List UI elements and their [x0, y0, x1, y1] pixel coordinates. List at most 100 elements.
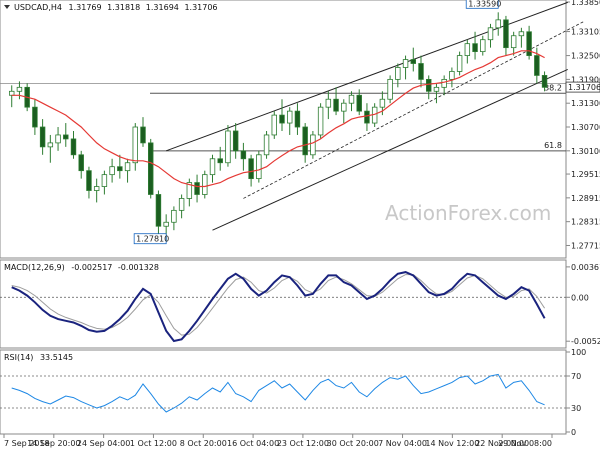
candle-body — [47, 142, 54, 148]
rsi-tick-label: 0 — [571, 428, 576, 437]
candle-body — [472, 43, 478, 53]
candle-body — [155, 194, 162, 227]
macd-title: MACD(12,26,9) -0.002517 -0.001328 — [4, 263, 159, 272]
candle-body — [248, 158, 254, 180]
candle-body — [63, 134, 69, 140]
channel-lower — [212, 69, 568, 231]
candle-body — [39, 126, 46, 148]
candle-body — [325, 98, 332, 108]
candle-body — [171, 209, 177, 223]
candle-body — [209, 158, 216, 176]
last-price-box — [565, 81, 600, 93]
dropdown-icon[interactable] — [4, 5, 10, 9]
candle-body — [271, 114, 277, 136]
candle-body — [317, 106, 324, 136]
fib-label: 61.8 — [544, 141, 562, 150]
price-tick-label: 1.32500 — [571, 52, 600, 61]
candle-body — [480, 39, 486, 53]
candle-body — [364, 110, 370, 124]
x-tick-label: 7 Nov 04:00 — [378, 439, 427, 448]
candle-body — [140, 126, 146, 144]
candle-body — [310, 134, 316, 156]
price-title: USDCAD,H4 1.31769 1.31818 1.31694 1.3170… — [14, 3, 218, 12]
macd-panel — [0, 259, 567, 349]
macd-tick-label: 0.00 — [571, 293, 589, 302]
candle-body — [16, 86, 23, 92]
candle-body — [503, 19, 509, 49]
x-tick-label: 1 Oct 12:00 — [130, 439, 177, 448]
candle-body — [526, 31, 532, 56]
candle-body — [225, 130, 231, 164]
candle-body — [456, 55, 463, 72]
candle-body — [93, 186, 100, 191]
candle-body — [217, 158, 223, 164]
moving-average-line — [11, 50, 545, 188]
channel-mid — [243, 21, 584, 199]
candle-body — [341, 102, 347, 112]
candle-body — [124, 162, 131, 172]
rsi-tick-label: 30 — [571, 404, 581, 413]
price-layer: 1.33850 1.33105 1.32500 1.31900 1.31300 1.307… — [0, 0, 600, 250]
macd-tick-label: 0.003618 — [571, 263, 600, 272]
rsi-panel — [0, 349, 567, 435]
candle-body — [333, 98, 339, 112]
candle-body — [518, 31, 525, 37]
x-tick-label: 16 Oct 04:00 — [227, 439, 279, 448]
candle-body — [232, 130, 239, 152]
candle-body — [395, 67, 401, 80]
candle-body — [178, 198, 185, 211]
candle-body — [441, 78, 447, 88]
candle-body — [410, 59, 416, 64]
candle-body — [495, 19, 501, 29]
rsi-layer: 100 70 30 0 — [0, 348, 586, 437]
x-tick-label: 29 Nov 08:00 — [498, 439, 552, 448]
candle-body — [534, 55, 540, 76]
candle-body — [433, 86, 440, 92]
watermark: ActionForex.com — [385, 201, 551, 225]
candle-body — [418, 63, 424, 80]
price-tick-label: 1.27715 — [571, 241, 600, 250]
candle-body — [348, 94, 355, 104]
candle-body — [279, 114, 285, 124]
price-tick-label: 1.29515 — [571, 170, 600, 179]
candle-body — [541, 75, 548, 88]
price-tick-label: 1.28315 — [571, 218, 600, 227]
x-tick-label: 23 Oct 12:00 — [277, 439, 329, 448]
macd-layer: 0.003618 0.00 -0.005229 — [0, 263, 600, 346]
candle-body — [132, 126, 138, 164]
candle-body — [294, 110, 301, 128]
x-tick-label: 22 Nov 00:00 — [475, 439, 529, 448]
candle-body — [356, 94, 362, 112]
candle-body — [240, 150, 247, 160]
price-tick-label: 1.33850 — [571, 0, 600, 7]
price-tick-label: 1.30700 — [571, 123, 600, 132]
price-tick-label: 1.31900 — [571, 75, 600, 84]
rsi-line — [11, 373, 545, 413]
price-panel — [0, 0, 567, 259]
candle-body — [148, 142, 154, 195]
price-tick-label: 1.31300 — [571, 99, 600, 108]
candle-body — [263, 134, 270, 156]
price-tick-label: 1.28915 — [571, 194, 600, 203]
candle-body — [510, 35, 517, 49]
candle-body — [487, 27, 494, 41]
macd-line — [11, 271, 546, 343]
candle-body — [464, 43, 471, 56]
candle-body — [194, 182, 200, 195]
fib-label: 38.2 — [544, 83, 562, 92]
price-tick-label: 1.33105 — [571, 28, 600, 37]
price-annotation: 1.27810 — [136, 235, 169, 244]
rsi-title: RSI(14) 33.5145 — [4, 353, 73, 362]
price-tick-label: 1.30100 — [571, 147, 600, 156]
candle-body — [70, 138, 77, 156]
candle-body — [78, 154, 84, 172]
last-price-label: 1.31706 — [568, 83, 600, 92]
candle-body — [202, 174, 208, 195]
x-tick-label: 14 Sep 20:00 — [27, 439, 80, 448]
candle-body — [109, 166, 115, 176]
candle-body — [402, 59, 409, 68]
candle-body — [387, 78, 393, 100]
x-tick-label: 30 Oct 20:00 — [327, 439, 379, 448]
